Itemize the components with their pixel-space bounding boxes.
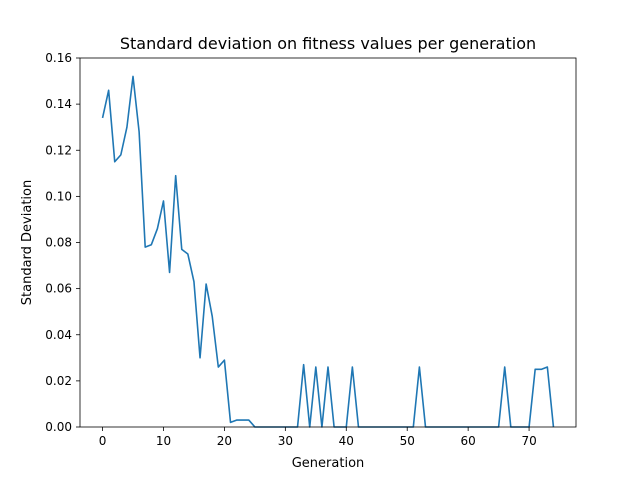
x-tick-label: 40 [339, 434, 354, 448]
y-tick-label: 0.10 [45, 189, 72, 203]
x-axis-label: Generation [292, 456, 365, 471]
x-tick-label: 0 [99, 434, 107, 448]
y-tick-label: 0.16 [45, 51, 72, 65]
plot-area [101, 75, 555, 428]
chart-title: Standard deviation on fitness values per… [120, 34, 536, 53]
y-tick-label: 0.00 [45, 420, 72, 434]
x-tick-label: 30 [278, 434, 293, 448]
y-tick-label: 0.06 [45, 282, 72, 296]
x-tick-label: 10 [156, 434, 171, 448]
y-tick-label: 0.12 [45, 143, 72, 157]
x-tick-label: 20 [217, 434, 232, 448]
x-axis: 0 10 20 30 40 50 60 70 [99, 427, 537, 448]
y-axis: 0.00 0.02 0.04 0.06 0.08 0.10 0.12 0.14 0.16 [45, 51, 80, 434]
y-axis-label: Standard Deviation [20, 180, 35, 305]
x-tick-label: 60 [461, 434, 476, 448]
x-tick-label: 70 [521, 434, 536, 448]
y-tick-label: 0.04 [45, 328, 72, 342]
x-tick-label: 50 [400, 434, 415, 448]
y-tick-label: 0.08 [45, 236, 72, 250]
y-tick-label: 0.14 [45, 97, 72, 111]
series-line [101, 75, 555, 428]
y-tick-label: 0.02 [45, 374, 72, 388]
